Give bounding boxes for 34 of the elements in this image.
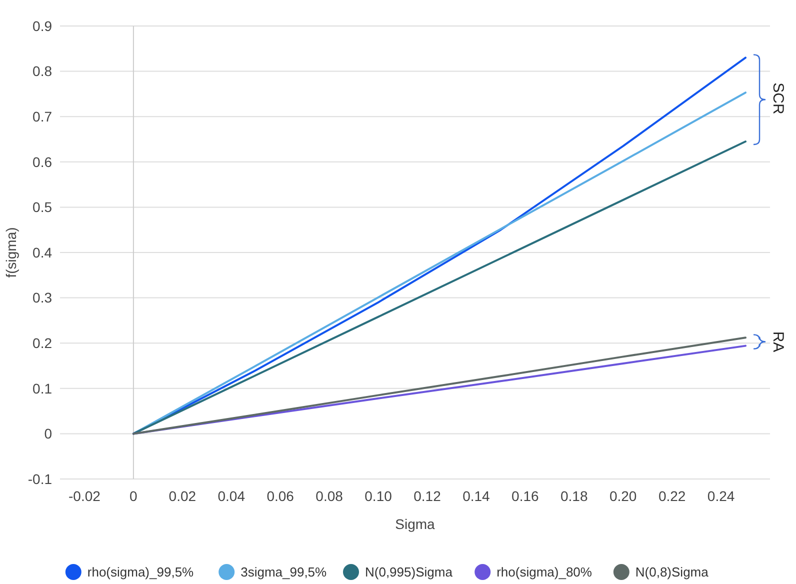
- x-tick-label: 0.10: [364, 488, 392, 504]
- x-tick-label: 0.08: [316, 488, 344, 504]
- annotation: SCR: [770, 82, 787, 114]
- x-tick-label: 0.18: [560, 488, 588, 504]
- x-tick-label: 0.04: [218, 488, 246, 504]
- x-tick-label: 0.16: [512, 488, 540, 504]
- legend-label: N(0,8)Sigma: [635, 564, 710, 580]
- annotation: RA: [770, 331, 787, 352]
- legend-label: N(0,995)Sigma: [365, 564, 454, 580]
- y-tick-label: 0.8: [32, 63, 52, 80]
- legend-label: rho(sigma)_80%: [496, 564, 592, 580]
- x-tick-label: 0.20: [609, 488, 637, 504]
- legend-label: 3sigma_99,5%: [240, 564, 328, 580]
- x-tick-label: 0.12: [414, 488, 442, 504]
- y-tick-label: 0.5: [32, 199, 52, 216]
- x-tick-label: -0.02: [68, 488, 101, 504]
- x-tick-label: 0: [130, 488, 138, 504]
- x-tick-label: 0.22: [658, 488, 686, 504]
- y-tick-label: 0.4: [32, 244, 52, 260]
- x-axis-title: Sigma: [395, 516, 436, 532]
- x-tick-label: 0.06: [266, 488, 294, 504]
- y-tick-label: 0.9: [32, 18, 52, 34]
- y-tick-label: 0.7: [32, 108, 52, 124]
- y-tick-label: 0.6: [32, 154, 52, 170]
- y-tick-label: 0.1: [32, 380, 52, 396]
- x-tick-label: 0.24: [707, 488, 735, 504]
- x-tick-label: 0.14: [462, 488, 490, 504]
- y-tick-label: -0.1: [28, 470, 52, 487]
- y-tick-label: 0: [44, 426, 52, 442]
- y-axis-title: f(sigma): [3, 227, 19, 278]
- y-tick-label: 0.3: [32, 290, 52, 306]
- x-tick-label: 0.02: [168, 488, 196, 504]
- y-tick-label: 0.2: [32, 335, 52, 351]
- legend-label: rho(sigma)_99,5%: [87, 564, 194, 580]
